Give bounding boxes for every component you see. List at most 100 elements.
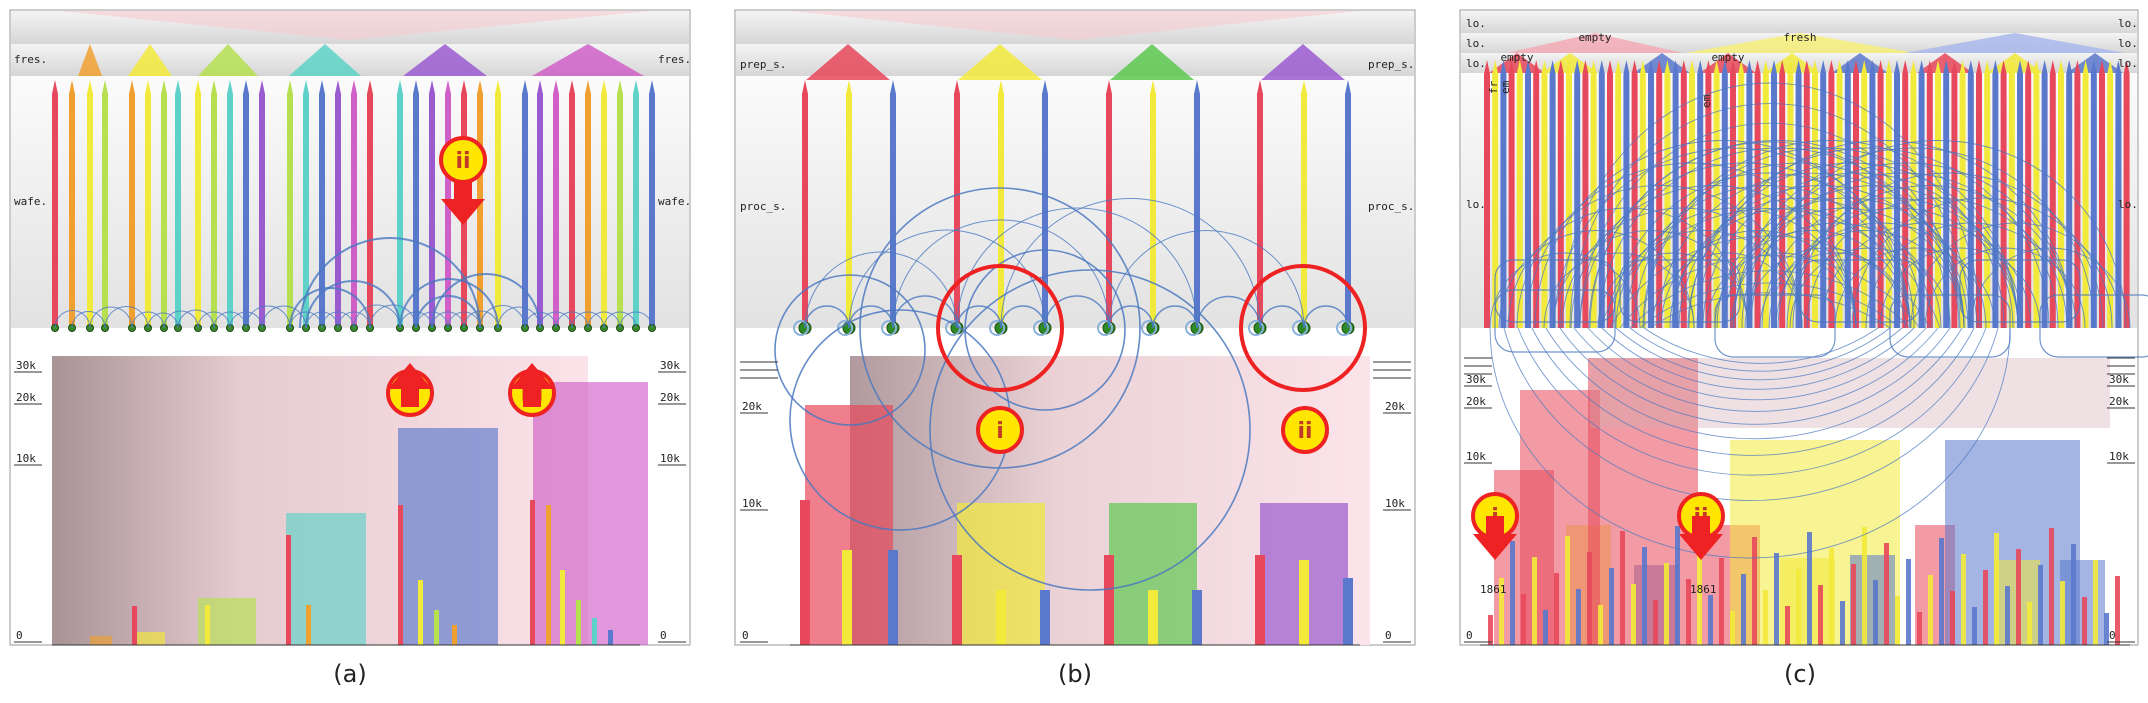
panel-c-arc-a-29 (1750, 140, 2127, 329)
panel-b-group-triangles (806, 44, 1345, 80)
panel-a-group-triangles (78, 44, 644, 76)
panel-c-value-label-1: 1861 (1690, 583, 1717, 596)
panel-c-loop-7 (2039, 294, 2148, 358)
panel-a-group-triangle-4 (403, 44, 487, 76)
panel-c-arc-a-19 (1660, 230, 1857, 329)
panel-b-small-bar-7 (1148, 590, 1158, 645)
panel-a-arc-2 (89, 306, 133, 329)
panel-c-arc-a-27 (1732, 185, 2019, 329)
panel-a-tick-label-right-2: 10k (660, 452, 680, 465)
panel-c-stem-65 (2017, 60, 2023, 328)
panel-b-small-bar-2 (888, 550, 898, 645)
panel-c-tick-label-left-2: 10k (1466, 450, 1486, 463)
panel-b-arc-mid-1 (848, 229, 1046, 329)
panel-c-arc-b-2 (1851, 197, 2113, 329)
panel-b-circle-arc-3 (774, 274, 926, 426)
panel-c-stem-43 (1836, 60, 1843, 328)
panel-c-small-bar-16 (1664, 563, 1669, 645)
panel-c-stem-23 (1672, 60, 1679, 328)
panel-b-marker-ii-circle (1281, 406, 1329, 454)
panel-b-small-bar-4 (996, 590, 1006, 645)
panel-b-stem-3 (954, 80, 960, 328)
panel-c-arcs (1489, 82, 2148, 559)
panel-c-stem-55 (1935, 60, 1941, 328)
panel-c-small-bar-34 (1862, 527, 1867, 645)
panel-b-bars (800, 356, 1370, 645)
panel-c-arc-d-2 (1579, 122, 1961, 329)
panel-c-arc-b-7 (1806, 197, 2068, 329)
panel-c-small-bar-31 (1829, 548, 1834, 645)
panel-b-arc-5 (1044, 295, 1110, 329)
panel-a-caption: (a) (333, 660, 366, 688)
panel-c-side-label-4-right: lo. (2118, 198, 2138, 211)
panel-c-arc-a-5 (1534, 140, 1911, 329)
panel-c-arc-b-23 (1612, 172, 1924, 329)
panel-b-marker-i-circle (976, 406, 1024, 454)
panel-c-top-band (1461, 11, 2137, 33)
panel-a-stem-28 (553, 80, 559, 328)
panel-c-stem-9 (1557, 60, 1564, 328)
panel-b-small-bar-5 (1040, 590, 1050, 645)
panel-c-side-label-3-left: lo. (1466, 57, 1486, 70)
panel-c-stem-75 (2099, 60, 2105, 328)
panel-b-stems (793, 80, 1355, 336)
panel-c-small-bar-19 (1697, 542, 1702, 645)
panel-c-stem-45 (1853, 60, 1859, 328)
panel-b-group-triangle-0 (806, 44, 890, 80)
panel-a-small-bar-4 (398, 505, 403, 645)
panel-b-circle-arc-2 (929, 269, 1251, 591)
panel-c-arc-a-6 (1543, 252, 1695, 329)
panel-c-arc-d-8 (1639, 282, 1901, 329)
panel-c-tick-label-right-0: 30k (2109, 373, 2129, 386)
panel-c-arc-a-33 (1786, 185, 2073, 329)
panel-c-small-bar-54 (2082, 597, 2087, 645)
panel-c-arc-b-8 (1747, 172, 2059, 329)
panel-c-tick-label-left-0: 30k (1466, 373, 1486, 386)
panel-c-small-bar-27 (1785, 606, 1790, 645)
panel-c-arrow-ii (1679, 516, 1723, 560)
panel-c-loop-0 (1494, 259, 1616, 323)
panel-c-small-bar-47 (2005, 586, 2010, 645)
panel-c-stems (1484, 60, 2130, 328)
panel-a-arc-27 (539, 311, 573, 329)
panel-c-small-bar-20 (1708, 595, 1713, 645)
panel-c-stem-73 (2082, 60, 2089, 328)
panel-c-small-bar-32 (1840, 601, 1845, 645)
panel-c-arrow-i (1473, 516, 1517, 560)
panel-c-stem-78 (2123, 60, 2130, 328)
panel-b-stem-10 (1301, 80, 1307, 328)
panel-c-tick-label-left-1: 20k (1466, 395, 1486, 408)
panel-c-small-bar-18 (1686, 579, 1691, 645)
panel-c-tick-label-right-2: 10k (2109, 450, 2129, 463)
panel-c-small-bar-22 (1730, 611, 1735, 645)
panel-c-arc-a-23 (1696, 140, 2073, 329)
panel-c: 30k 30k 20k 20k 10k 10k 0 0 lo. lo. lo. lo. lo.… (1459, 9, 2148, 688)
panel-c-arc-a-8 (1561, 207, 1803, 329)
panel-c-small-bar-9 (1587, 552, 1592, 645)
panel-a-stem-13 (287, 80, 293, 328)
panel-c-small-bar-0 (1488, 615, 1493, 645)
panel-a-group-triangle-3 (289, 44, 361, 76)
panel-c-top-tri-1 (1685, 33, 1915, 53)
panel-a-group-triangle-5 (532, 44, 644, 76)
panel-b-stem-4 (998, 80, 1004, 328)
panel-b-arc-6 (1108, 305, 1154, 329)
panel-b-node-ring-10 (1292, 320, 1308, 336)
panel-c-arc-c-0 (1489, 327, 2011, 559)
panel-b-node-ring-1 (837, 320, 853, 336)
panel-a-stem-26 (522, 80, 528, 328)
panel-c-arc-b-25 (1744, 247, 1906, 329)
panel-c-small-bar-1 (1499, 578, 1504, 645)
panel-c-stem-13 (1590, 60, 1597, 328)
panel-b-marker-ii-label: ii (1297, 419, 1312, 444)
panel-a-small-bar-6 (434, 610, 439, 645)
panel-c-arc-b-18 (1657, 172, 1969, 329)
panel-c-stem-6 (1533, 60, 1540, 328)
panel-c-arc-c-4 (1545, 327, 1963, 440)
panel-c-small-bar-2 (1510, 541, 1515, 645)
panel-c-header-label-empty-3: empty (1711, 51, 1744, 64)
panel-c-tick-label-left-3: 0 (1466, 629, 1473, 642)
panel-c-arc-c-1 (1503, 327, 1999, 501)
panel-c-arc-b-0 (1969, 247, 2131, 329)
panel-b-small-bar-9 (1255, 555, 1265, 645)
